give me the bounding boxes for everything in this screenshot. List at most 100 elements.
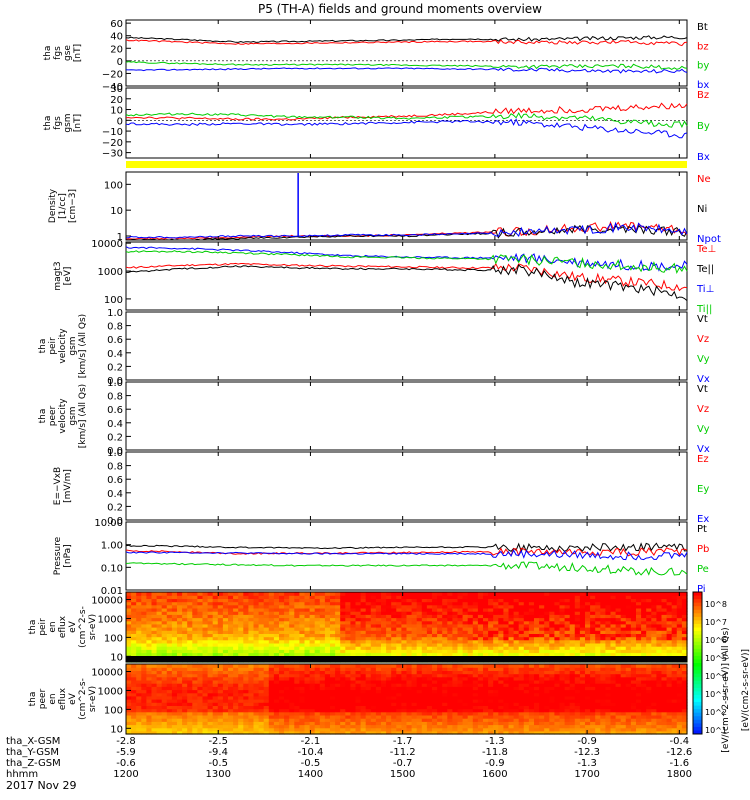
heatmap-cell	[197, 676, 204, 681]
heatmap-cell	[671, 620, 678, 625]
heatmap-cell	[263, 623, 270, 628]
heatmap-cell	[253, 695, 260, 700]
heatmap-cell	[442, 714, 448, 719]
heatmap-cell	[615, 646, 622, 650]
heatmap-cell	[630, 639, 637, 644]
heatmap-cell	[503, 711, 510, 716]
heatmap-cell	[564, 689, 571, 694]
heatmap-cell	[539, 598, 545, 603]
heatmap-cell	[488, 646, 494, 650]
heatmap-cell	[508, 708, 515, 713]
heatmap-cell	[289, 730, 295, 735]
heatmap-cell	[534, 670, 540, 675]
heatmap-cell	[386, 702, 392, 706]
heatmap-cell	[381, 676, 387, 681]
heatmap-cell	[177, 614, 183, 619]
heatmap-cell	[574, 601, 581, 606]
heatmap-cell	[360, 702, 367, 706]
heatmap-cell	[335, 601, 341, 606]
heatmap-cell	[197, 639, 204, 644]
heatmap-cell	[564, 639, 571, 644]
heatmap-cell	[585, 664, 591, 668]
heatmap-cell	[126, 620, 132, 625]
heatmap-cell	[187, 630, 193, 634]
heatmap-cell	[396, 730, 402, 735]
heatmap-cell	[488, 664, 494, 668]
heatmap-cell	[248, 689, 255, 694]
heatmap-cell	[146, 705, 153, 710]
heatmap-cell	[304, 724, 311, 729]
heatmap-cell	[630, 702, 637, 706]
heatmap-cell	[600, 627, 606, 631]
heatmap-cell	[493, 627, 499, 631]
heatmap-cell	[177, 676, 183, 681]
heatmap-cell	[268, 623, 275, 628]
heatmap-cell	[559, 627, 566, 631]
heatmap-cell	[483, 595, 489, 599]
heatmap-cell	[156, 630, 163, 634]
heatmap-cell	[238, 630, 244, 634]
heatmap-cell	[294, 708, 300, 713]
heatmap-cell	[340, 595, 346, 599]
heatmap-cell	[661, 642, 668, 647]
heatmap-cell	[391, 664, 397, 668]
heatmap-cell	[304, 642, 311, 647]
heatmap-cell	[131, 664, 137, 668]
heatmap-cell	[437, 730, 443, 735]
heatmap-cell	[192, 611, 198, 615]
heatmap-cell	[421, 598, 428, 603]
heatmap-cell	[625, 699, 632, 703]
heatmap-cell	[228, 699, 234, 703]
heatmap-cell	[126, 630, 132, 634]
heatmap-cell	[523, 630, 530, 634]
heatmap-cell	[187, 592, 193, 596]
heatmap-cell	[549, 598, 555, 603]
heatmap-cell	[182, 718, 188, 722]
heatmap-cell	[508, 601, 515, 606]
heatmap-cell	[411, 639, 418, 644]
heatmap-cell	[171, 639, 178, 644]
heatmap-cell	[171, 614, 178, 619]
heatmap-cell	[243, 667, 249, 671]
heatmap-cell	[375, 592, 382, 596]
heatmap-cell	[488, 727, 494, 732]
heatmap-cell	[161, 699, 168, 703]
heatmap-cell	[426, 676, 433, 681]
heatmap-cell	[646, 611, 652, 615]
heatmap-cell	[585, 708, 591, 713]
heatmap-cell	[355, 636, 362, 641]
heatmap-cell	[171, 673, 178, 678]
heatmap-cell	[610, 614, 617, 619]
y-tick-label: 0.4	[107, 349, 123, 360]
heatmap-cell	[350, 683, 357, 687]
heatmap-cell	[141, 705, 147, 710]
heatmap-cell	[248, 673, 255, 678]
heatmap-cell	[508, 630, 515, 634]
heatmap-cell	[156, 607, 163, 612]
heatmap-cell	[452, 714, 459, 719]
heatmap-cell	[401, 673, 408, 678]
heatmap-cell	[513, 614, 520, 619]
heatmap-cell	[222, 673, 229, 678]
heatmap-cell	[544, 639, 550, 644]
heatmap-cell	[222, 601, 229, 606]
heatmap-cell	[513, 730, 520, 735]
heatmap-cell	[630, 673, 637, 678]
heatmap-cell	[197, 730, 204, 735]
heatmap-cell	[488, 620, 494, 625]
heatmap-cell	[197, 604, 204, 609]
heatmap-cell	[636, 636, 642, 641]
heatmap-cell	[146, 667, 153, 671]
heatmap-cell	[569, 630, 576, 634]
heatmap-cell	[314, 592, 321, 596]
heatmap-cell	[233, 695, 239, 700]
heatmap-cell	[595, 598, 601, 603]
legend-Ti||: Ti||	[696, 304, 712, 315]
y-tick-label: 10000	[91, 239, 123, 250]
heatmap-cell	[467, 699, 474, 703]
heatmap-cell	[217, 721, 224, 726]
heatmap-cell	[131, 699, 137, 703]
heatmap-cell	[375, 630, 382, 634]
